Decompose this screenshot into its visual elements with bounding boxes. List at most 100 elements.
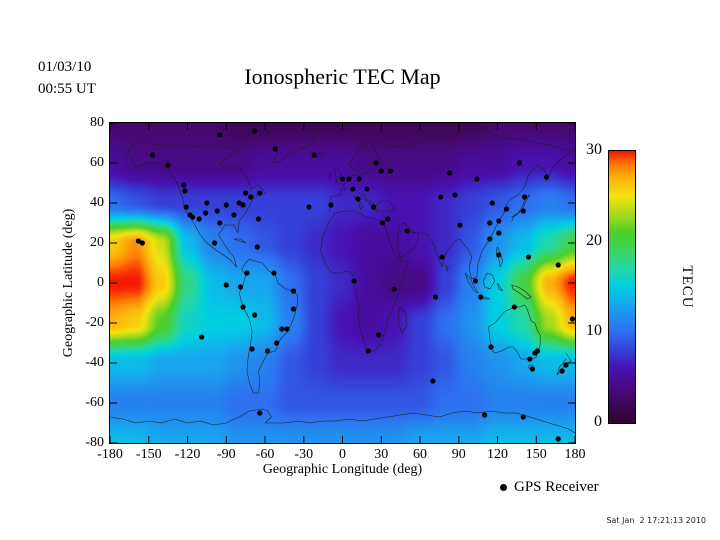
gps-receiver-dot	[204, 200, 210, 206]
y-tick-label: 80	[90, 115, 104, 130]
gps-receiver-dot	[496, 218, 502, 224]
gps-receiver-dot	[351, 278, 357, 284]
y-tick-label: -20	[85, 315, 104, 330]
colorbar-tick-label: 20	[586, 231, 602, 249]
colorbar-tick-label: 30	[586, 141, 602, 158]
y-tick-label: 60	[90, 155, 104, 170]
gps-receiver-dot	[355, 196, 361, 202]
gps-receiver-dot	[527, 356, 533, 362]
y-tick-label: 20	[90, 235, 104, 250]
coastline-cuba	[234, 239, 246, 243]
tec-map-plot	[109, 122, 576, 444]
gps-receiver-dot	[212, 240, 218, 246]
gps-receiver-dot	[135, 238, 141, 244]
colorbar-tick-label: 0	[594, 413, 602, 430]
gps-receiver-dot	[328, 202, 334, 208]
gps-receiver-dot	[478, 294, 484, 300]
x-tick-label: 120	[487, 447, 508, 462]
x-tick-label: -90	[216, 447, 236, 462]
coastline-sri-lanka	[446, 265, 449, 271]
gps-receiver-dot	[203, 210, 209, 216]
gps-receiver-dot	[404, 228, 410, 234]
coastline-north-america	[128, 143, 265, 267]
gps-receiver-dot-icon	[500, 484, 507, 491]
colorbar-gradient	[609, 151, 635, 423]
gps-receiver-dot	[255, 216, 262, 222]
gps-receiver-dot	[279, 326, 285, 332]
gps-receiver-dot	[240, 202, 246, 208]
gps-receiver-dot	[274, 340, 280, 346]
gps-receiver-dot	[529, 366, 535, 372]
x-tick-label: 30	[374, 447, 389, 462]
coastline-japan	[512, 195, 530, 221]
gps-receiver-dot	[430, 378, 436, 384]
y-tick-label: -80	[85, 435, 104, 450]
gps-receiver-dot	[223, 202, 229, 208]
gps-receiver-dot	[249, 346, 255, 352]
gps-receiver-dot	[522, 194, 528, 200]
y-tick-label: 0	[97, 275, 104, 290]
gps-receiver-dot	[452, 192, 458, 198]
observation-datetime: 01/03/10 00:55 UT	[38, 57, 96, 101]
gps-receiver-dot	[489, 200, 495, 206]
gps-receiver-dot	[231, 212, 237, 218]
gps-receiver-dot	[290, 306, 296, 312]
colorbar	[608, 150, 636, 424]
gps-receiver-dot	[432, 294, 439, 300]
y-tick-label: -40	[85, 355, 104, 370]
y-axis-title: Geographic Latitude (deg)	[61, 208, 76, 358]
coastline-asia-north	[379, 129, 575, 151]
gps-receiver-dot	[254, 244, 260, 250]
coastline-borneo	[483, 273, 495, 289]
x-tick-label: -30	[294, 447, 314, 462]
gps-receiver-dot	[559, 368, 565, 374]
coastline-britain	[335, 169, 341, 183]
x-tick-label: 180	[564, 447, 586, 462]
gps-receiver-dot	[438, 194, 444, 200]
gps-receiver-dot	[248, 194, 254, 200]
gps-receiver-dot	[534, 348, 541, 354]
gps-receiver-dot	[237, 284, 244, 290]
gps-receiver-dot	[183, 204, 189, 210]
observation-time: 00:55 UT	[38, 80, 96, 97]
gps-receiver-dot	[516, 160, 523, 166]
gps-receiver-dot	[525, 254, 532, 260]
gps-receiver-dot	[472, 278, 479, 284]
gps-receiver-dot	[284, 326, 290, 332]
gps-receiver-dot	[311, 152, 317, 158]
gps-receiver-dot	[272, 146, 278, 152]
gps-receiver-dot	[350, 186, 356, 192]
gps-receiver-dot	[240, 304, 246, 310]
gps-receiver-dot	[439, 254, 445, 260]
gps-receiver-dot	[199, 334, 205, 340]
gps-receiver-dot	[339, 176, 346, 182]
gps-receiver-dot	[271, 270, 277, 276]
gps-receiver-dot	[165, 162, 171, 168]
generation-timestamp: Sat Jan 2 17:21:13 2010	[606, 516, 706, 525]
gps-receiver-dot	[474, 176, 480, 182]
gps-receiver-dot	[217, 220, 223, 226]
gps-receiver-dot	[217, 132, 223, 138]
x-axis-title: Geographic Longitude (deg)	[262, 462, 423, 477]
x-tick-label: -180	[97, 447, 123, 462]
coastline-ireland	[330, 173, 333, 179]
gps-receiver-dot	[378, 168, 384, 174]
x-tick-label: -150	[135, 447, 162, 462]
gps-receiver-dot	[555, 262, 561, 268]
gps-receiver-dot	[196, 216, 202, 222]
gps-receiver-dot	[376, 332, 382, 338]
coastline-madagascar	[398, 307, 407, 333]
y-tick-label: -60	[85, 395, 104, 410]
gps-receiver-dot	[520, 208, 526, 214]
gps-receiver-dot	[265, 348, 271, 354]
gps-receiver-dot	[487, 236, 493, 242]
coastline-balkans	[359, 193, 376, 211]
gps-receiver-dot	[243, 190, 249, 196]
gps-receiver-dot	[346, 176, 352, 182]
gps-receiver-dot	[496, 230, 502, 236]
gps-receiver-dot	[387, 168, 393, 174]
gps-receivers-overlay	[110, 123, 575, 443]
gps-receiver-dot	[214, 208, 220, 214]
x-tick-label: 0	[339, 447, 346, 462]
observation-date: 01/03/10	[38, 59, 92, 75]
